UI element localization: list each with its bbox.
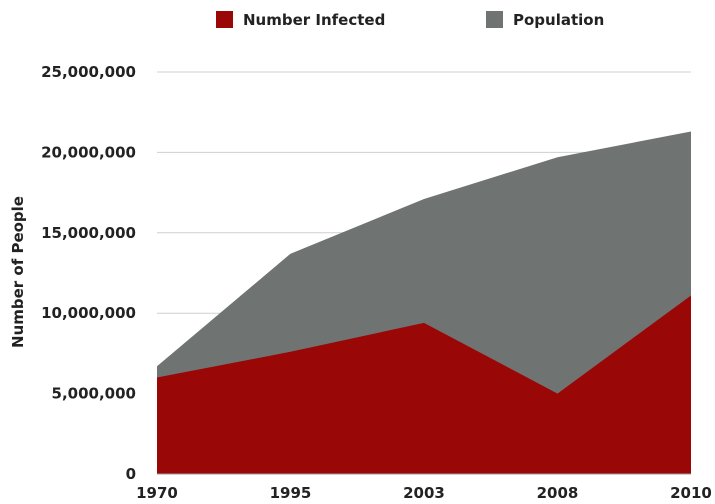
y-tick-label: 5,000,000 bbox=[52, 385, 136, 403]
x-tick-label: 2008 bbox=[537, 484, 579, 502]
plot-areas bbox=[157, 131, 691, 474]
legend-swatch bbox=[216, 11, 233, 28]
y-tick-label: 15,000,000 bbox=[41, 224, 136, 242]
legend-label: Number Infected bbox=[243, 11, 385, 29]
y-tick-label: 25,000,000 bbox=[41, 63, 136, 81]
y-tick-label: 20,000,000 bbox=[41, 143, 136, 161]
y-tick-label: 0 bbox=[126, 465, 136, 483]
legend-swatch bbox=[486, 11, 503, 28]
area-number-infected bbox=[157, 295, 691, 474]
x-tick-label: 2010 bbox=[670, 484, 712, 502]
axes: 0 5,000,000 10,000,000 15,000,000 20,000,000… bbox=[41, 63, 712, 502]
y-tick-label: 10,000,000 bbox=[41, 304, 136, 322]
y-axis-title: Number of People bbox=[9, 196, 27, 348]
x-tick-label: 1995 bbox=[270, 484, 312, 502]
legend: Number Infected Population bbox=[216, 11, 604, 29]
x-tick-label: 2003 bbox=[403, 484, 445, 502]
legend-label: Population bbox=[513, 11, 604, 29]
x-tick-label: 1970 bbox=[136, 484, 178, 502]
